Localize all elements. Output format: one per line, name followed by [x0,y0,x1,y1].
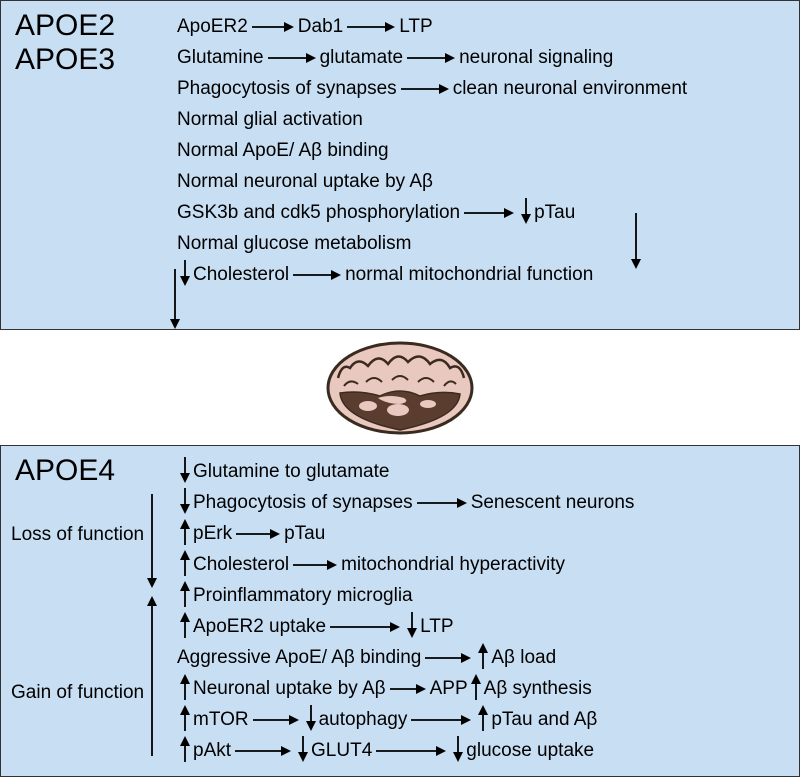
pathway-text: GSK3b and cdk5 phosphorylation [177,203,460,222]
pathway-text: pTau [534,203,575,222]
top-rows: ApoER2 Dab1 LTP Glutamine glutamate neuronal … [177,11,687,290]
bottom-panel: APOE4 Loss of function Gain of function … [0,445,800,777]
top-panel: APOE2 APOE3 ApoER2 Dab1 LTP Glutamine glutam… [0,0,800,330]
pathway-row: Phagocytosis of synapses Senescent neuron… [177,487,634,518]
pathway-row: pAkt GLUT4 glucose uptake [177,735,634,766]
pathway-text: mitochondrial hyperactivity [341,555,565,574]
pathway-text: Cholesterol [193,265,289,284]
pathway-row: Aggressive ApoE/ Aβ binding Aβ load [177,642,634,673]
pathway-row: Glutamine to glutamate [177,456,634,487]
pathway-row: Normal ApoE/ Aβ binding [177,135,687,166]
pathway-text: mTOR [193,710,249,729]
pathway-text: Normal glial activation [177,110,363,129]
brain-icon [320,338,480,438]
pathway-row: Phagocytosis of synapses clean neuronal e… [177,73,687,104]
pathway-row: Normal neuronal uptake by Aβ [177,166,687,197]
cholesterol-down-arrow [168,269,182,329]
pathway-text: normal mitochondrial function [345,265,593,284]
pathway-row: Neuronal uptake by Aβ APP Aβ synthesis [177,673,634,704]
pathway-text: Normal neuronal uptake by Aβ [177,172,433,191]
pathway-text: glutamate [320,48,403,67]
pathway-text: pAkt [193,741,231,760]
pathway-text: Glutamine [177,48,264,67]
pathway-text: Proinflammatory microglia [193,586,413,605]
pathway-text: Normal glucose metabolism [177,234,411,253]
pathway-row: Normal glucose metabolism [177,228,687,259]
ptau-down-arrow [629,213,643,269]
apoe2-title: APOE2 [15,9,115,43]
pathway-text: pTau [284,524,325,543]
pathway-text: neuronal signaling [459,48,613,67]
pathway-text: Normal ApoE/ Aβ binding [177,141,389,160]
bottom-rows: Glutamine to glutamate Phagocytosis of sy… [177,456,634,766]
pathway-text: glucose uptake [466,741,594,760]
pathway-text: Aggressive ApoE/ Aβ binding [177,648,421,667]
pathway-text: Neuronal uptake by Aβ [193,679,386,698]
pathway-row: Glutamine glutamate neuronal signaling [177,42,687,73]
pathway-text: Glutamine to glutamate [193,462,389,481]
pathway-text: LTP [399,17,432,36]
pathway-row: ApoER2 Dab1 LTP [177,11,687,42]
pathway-text: Phagocytosis of synapses [177,79,397,98]
pathway-text: Phagocytosis of synapses [193,493,413,512]
loss-down-arrow [145,494,159,588]
pathway-row: Proinflammatory microglia [177,580,634,611]
pathway-text: pErk [193,524,232,543]
pathway-text: GLUT4 [311,741,372,760]
pathway-text: ApoER2 [177,17,248,36]
pathway-text: Cholesterol [193,555,289,574]
pathway-row: Normal glial activation [177,104,687,135]
pathway-text: ApoER2 uptake [193,617,326,636]
pathway-text: Aβ load [491,648,556,667]
pathway-row: ApoER2 uptake LTP [177,611,634,642]
gain-of-function-label: Gain of function [11,682,144,704]
pathway-text: Senescent neurons [471,493,635,512]
pathway-row: GSK3b and cdk5 phosphorylation pTau [177,197,687,228]
pathway-text: LTP [420,617,453,636]
apoe3-title: APOE3 [15,43,115,77]
pathway-text: Aβ synthesis [484,679,592,698]
pathway-row: mTOR autophagy pTau and Aβ [177,704,634,735]
pathway-row: pErk pTau [177,518,634,549]
brain-gap [0,330,800,445]
pathway-text: Dab1 [298,17,343,36]
loss-of-function-label: Loss of function [11,524,144,546]
pathway-text: clean neuronal environment [453,79,688,98]
pathway-row: Cholesterol normal mitochondrial function [177,259,687,290]
gain-up-arrow [145,596,159,756]
pathway-text: APP [430,679,468,698]
pathway-text: pTau and Aβ [491,710,597,729]
pathway-text: autophagy [319,710,408,729]
pathway-row: Cholesterol mitochondrial hyperactivity [177,549,634,580]
apoe4-title: APOE4 [15,454,115,488]
